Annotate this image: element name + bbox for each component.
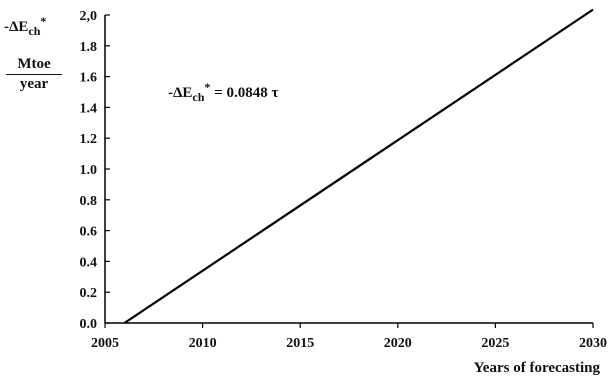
y-axis: 0.0 0.2 0.4 0.6 0.8 1.0 1.2 1.4 1.6 1.8 2,0 <box>80 9 110 332</box>
x-tick-label: 2010 <box>189 336 217 351</box>
y-tick-label: 0.6 <box>80 225 98 240</box>
y-axis-unit: Mtoe year <box>6 56 62 93</box>
series-line-0 <box>123 8 594 324</box>
y-tick-label: 1.4 <box>80 101 98 116</box>
x-tick-label: 2030 <box>579 336 607 351</box>
y-tick-label: 1.6 <box>80 71 98 86</box>
y-tick-label: 0.2 <box>80 286 98 301</box>
y-tick-label: 0.8 <box>80 194 98 209</box>
y-tick-label: 0.4 <box>80 255 98 270</box>
x-tick-label: 2020 <box>384 336 412 351</box>
y-unit-denominator: year <box>19 76 49 92</box>
x-axis-label: Years of forecasting <box>473 360 600 376</box>
y-tick-label: 1.8 <box>80 40 98 55</box>
equation-annotation: -ΔEch* = 0.0848 τ <box>168 80 279 104</box>
x-tick-label: 2015 <box>286 336 314 351</box>
y-tick-label: 1.0 <box>80 163 98 178</box>
x-tick-label: 2025 <box>481 336 509 351</box>
y-tick-label: 2,0 <box>80 9 98 24</box>
y-axis-label: -ΔEch* <box>4 14 47 38</box>
series-group <box>123 8 594 324</box>
x-axis: 2005 2010 2015 2020 2025 2030 <box>91 322 607 351</box>
x-tick-label: 2005 <box>91 336 119 351</box>
y-tick-label: 1.2 <box>80 132 98 147</box>
y-unit-numerator: Mtoe <box>6 56 62 75</box>
y-tick-label: 0.0 <box>80 317 98 332</box>
